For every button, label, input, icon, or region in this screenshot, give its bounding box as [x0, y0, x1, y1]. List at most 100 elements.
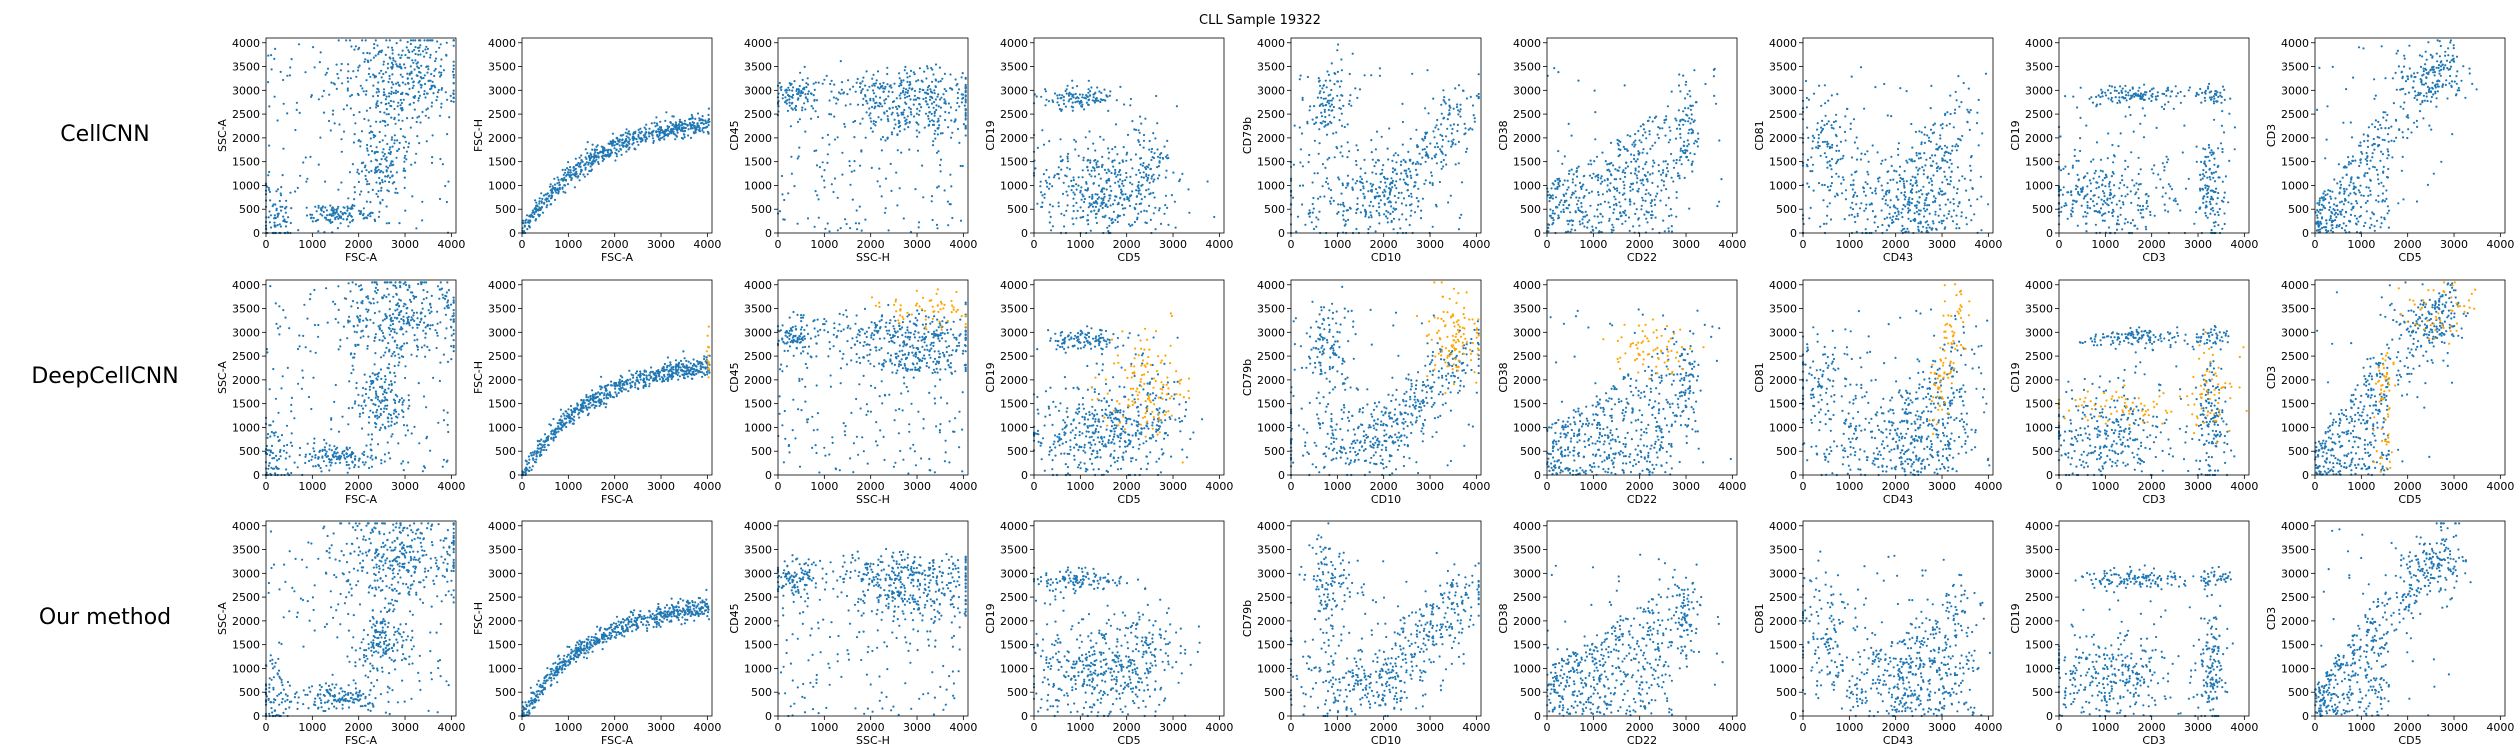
data-point: [282, 215, 285, 218]
data-point: [1892, 215, 1895, 218]
data-point: [1387, 201, 1390, 204]
data-point: [1614, 168, 1617, 171]
data-point: [1087, 79, 1090, 82]
data-point: [570, 174, 573, 177]
data-point: [1387, 196, 1390, 199]
data-point: [385, 95, 388, 98]
data-point: [1844, 189, 1848, 192]
data-point: [1696, 132, 1700, 135]
data-point: [312, 46, 315, 49]
data-point: [833, 177, 837, 180]
data-point: [1826, 214, 1829, 217]
data-point: [877, 104, 880, 107]
data-point: [1320, 96, 1323, 99]
data-point: [2156, 94, 2159, 98]
data-point: [562, 190, 565, 193]
data-point: [1601, 151, 1604, 154]
data-point: [1477, 96, 1480, 99]
data-point: [1909, 179, 1912, 182]
data-point: [903, 108, 906, 112]
data-point: [1102, 138, 1105, 141]
data-point: [898, 187, 901, 190]
data-point: [868, 85, 871, 88]
data-point: [925, 100, 928, 103]
data-point: [915, 112, 919, 115]
data-point: [1684, 107, 1687, 110]
data-point: [1610, 228, 1613, 231]
data-point: [886, 115, 889, 118]
data-point: [1629, 135, 1632, 138]
data-point: [877, 116, 880, 119]
data-point: [1558, 185, 1561, 188]
data-point: [415, 62, 418, 65]
data-point: [960, 101, 964, 104]
data-point: [1859, 66, 1863, 69]
data-point: [934, 98, 938, 101]
data-point: [1293, 124, 1296, 127]
data-point: [352, 141, 355, 144]
data-point: [1663, 121, 1666, 124]
data-point: [707, 119, 710, 122]
data-point: [836, 229, 839, 232]
data-point: [557, 192, 560, 195]
data-point: [563, 171, 567, 174]
data-point: [949, 87, 952, 90]
data-point: [415, 227, 418, 230]
data-point: [382, 155, 385, 158]
data-point: [1635, 181, 1638, 184]
data-point: [336, 72, 339, 76]
data-point: [442, 69, 445, 72]
data-point: [400, 109, 403, 112]
data-point: [1107, 199, 1110, 202]
data-point: [1683, 140, 1686, 143]
data-point: [1456, 123, 1459, 126]
data-point: [1948, 183, 1951, 186]
data-point: [282, 78, 285, 82]
data-point: [820, 175, 824, 178]
data-point: [1883, 195, 1886, 198]
data-point: [1319, 84, 1322, 87]
data-point: [1116, 173, 1119, 176]
data-point: [1826, 140, 1829, 143]
data-point: [912, 71, 915, 74]
data-point: [1095, 221, 1098, 225]
data-point: [1099, 98, 1102, 101]
data-point: [1567, 204, 1570, 207]
data-point: [1399, 163, 1402, 167]
data-point: [950, 136, 953, 139]
data-point: [1425, 145, 1428, 148]
data-point: [1306, 122, 1309, 125]
data-point: [1098, 90, 1101, 93]
data-point: [1637, 170, 1640, 173]
x-tick-label: 0: [519, 238, 526, 251]
data-point: [268, 170, 271, 174]
data-point: [1850, 173, 1853, 176]
data-point: [1045, 168, 1048, 172]
data-point: [935, 223, 939, 226]
data-point: [904, 91, 907, 94]
x-tick-label: 4000: [1205, 238, 1233, 251]
data-point: [1547, 223, 1550, 226]
y-axis-label: CD19: [984, 120, 997, 150]
data-point: [861, 80, 864, 83]
data-point: [1889, 199, 1892, 202]
data-point: [1079, 191, 1082, 194]
data-point: [1337, 43, 1340, 46]
data-point: [379, 171, 382, 174]
data-point: [903, 116, 906, 119]
data-point: [790, 95, 794, 98]
data-point: [522, 219, 525, 222]
data-point: [1689, 108, 1692, 111]
data-point: [882, 81, 885, 84]
data-point: [1398, 218, 1401, 221]
data-point: [1895, 195, 1898, 198]
data-point: [1944, 192, 1947, 195]
data-point: [1923, 204, 1926, 207]
data-point: [1578, 181, 1582, 184]
data-point: [1125, 171, 1128, 175]
data-point: [1675, 127, 1679, 130]
data-point: [1091, 193, 1094, 196]
data-point: [1339, 203, 1342, 206]
data-point: [1690, 128, 1693, 131]
data-point: [1658, 127, 1661, 130]
